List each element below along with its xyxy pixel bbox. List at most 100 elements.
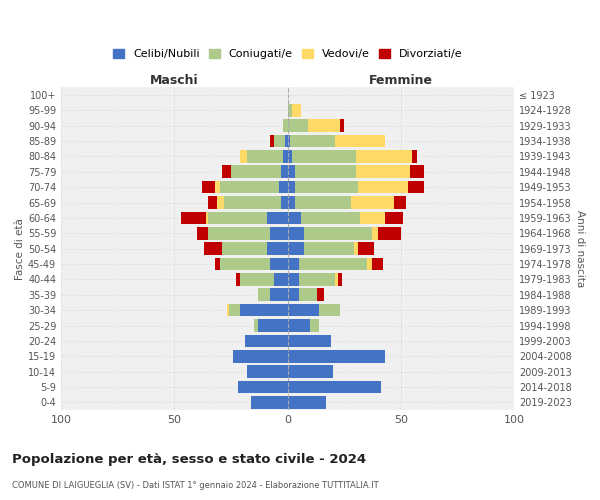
Bar bbox=[299, 258, 367, 270]
Bar bbox=[288, 134, 290, 147]
Bar bbox=[351, 196, 394, 209]
Y-axis label: Fasce di età: Fasce di età bbox=[15, 218, 25, 280]
Bar bbox=[288, 320, 310, 332]
Bar bbox=[356, 150, 412, 162]
Bar bbox=[288, 181, 295, 194]
Bar bbox=[208, 212, 268, 224]
Bar bbox=[247, 150, 283, 162]
Bar bbox=[288, 396, 326, 409]
Bar bbox=[288, 227, 304, 239]
Bar bbox=[288, 381, 381, 394]
Bar bbox=[295, 181, 358, 194]
Bar bbox=[371, 227, 379, 239]
Bar bbox=[288, 334, 331, 347]
Bar bbox=[269, 258, 288, 270]
Bar bbox=[229, 304, 240, 316]
Bar bbox=[206, 212, 208, 224]
Bar bbox=[286, 134, 288, 147]
Bar bbox=[310, 320, 319, 332]
Bar bbox=[288, 304, 319, 316]
Bar bbox=[304, 242, 353, 255]
Bar bbox=[222, 166, 231, 178]
Bar bbox=[245, 334, 288, 347]
Bar bbox=[353, 242, 358, 255]
Bar bbox=[335, 134, 385, 147]
Text: Maschi: Maschi bbox=[150, 74, 199, 87]
Bar bbox=[288, 166, 295, 178]
Bar bbox=[288, 242, 304, 255]
Bar bbox=[231, 166, 281, 178]
Bar bbox=[295, 196, 351, 209]
Bar bbox=[278, 181, 288, 194]
Bar bbox=[410, 166, 424, 178]
Y-axis label: Anni di nascita: Anni di nascita bbox=[575, 210, 585, 288]
Bar bbox=[283, 120, 288, 132]
Bar bbox=[356, 166, 410, 178]
Bar bbox=[247, 366, 288, 378]
Bar bbox=[317, 288, 324, 301]
Bar bbox=[220, 258, 269, 270]
Bar bbox=[292, 104, 301, 117]
Bar bbox=[295, 166, 356, 178]
Bar bbox=[367, 258, 371, 270]
Bar bbox=[217, 196, 224, 209]
Bar bbox=[202, 181, 215, 194]
Bar bbox=[288, 212, 301, 224]
Bar bbox=[240, 304, 288, 316]
Bar bbox=[288, 366, 333, 378]
Text: Popolazione per età, sesso e stato civile - 2024: Popolazione per età, sesso e stato civil… bbox=[12, 452, 366, 466]
Bar bbox=[215, 258, 220, 270]
Bar bbox=[281, 166, 288, 178]
Bar bbox=[292, 150, 356, 162]
Bar bbox=[290, 134, 335, 147]
Bar bbox=[240, 273, 274, 285]
Bar bbox=[288, 258, 299, 270]
Bar bbox=[358, 181, 408, 194]
Bar bbox=[288, 350, 385, 362]
Bar bbox=[236, 273, 240, 285]
Bar bbox=[371, 258, 383, 270]
Bar bbox=[408, 181, 424, 194]
Bar bbox=[269, 134, 274, 147]
Bar bbox=[283, 150, 288, 162]
Bar bbox=[304, 227, 371, 239]
Bar bbox=[254, 320, 258, 332]
Bar bbox=[208, 227, 269, 239]
Bar bbox=[215, 181, 220, 194]
Bar bbox=[288, 196, 295, 209]
Bar bbox=[197, 227, 208, 239]
Bar bbox=[233, 350, 288, 362]
Legend: Celibi/Nubili, Coniugati/e, Vedovi/e, Divorziati/e: Celibi/Nubili, Coniugati/e, Vedovi/e, Di… bbox=[109, 44, 467, 64]
Bar bbox=[385, 212, 403, 224]
Bar bbox=[274, 134, 286, 147]
Bar bbox=[335, 273, 338, 285]
Text: Femmine: Femmine bbox=[369, 74, 433, 87]
Bar bbox=[394, 196, 406, 209]
Bar bbox=[181, 212, 206, 224]
Bar bbox=[299, 273, 335, 285]
Bar bbox=[288, 288, 299, 301]
Bar bbox=[258, 288, 269, 301]
Bar bbox=[269, 227, 288, 239]
Bar bbox=[240, 150, 247, 162]
Bar bbox=[238, 381, 288, 394]
Text: COMUNE DI LAIGUEGLIA (SV) - Dati ISTAT 1° gennaio 2024 - Elaborazione TUTTITALIA: COMUNE DI LAIGUEGLIA (SV) - Dati ISTAT 1… bbox=[12, 481, 379, 490]
Bar bbox=[412, 150, 417, 162]
Bar bbox=[340, 120, 344, 132]
Bar bbox=[269, 288, 288, 301]
Bar bbox=[208, 196, 217, 209]
Bar bbox=[288, 273, 299, 285]
Bar bbox=[204, 242, 222, 255]
Bar bbox=[319, 304, 340, 316]
Bar bbox=[288, 104, 292, 117]
Bar bbox=[299, 288, 317, 301]
Bar bbox=[308, 120, 340, 132]
Bar bbox=[281, 196, 288, 209]
Bar bbox=[288, 150, 292, 162]
Bar bbox=[224, 196, 281, 209]
Bar bbox=[220, 181, 278, 194]
Bar bbox=[288, 120, 308, 132]
Bar bbox=[361, 212, 385, 224]
Bar bbox=[379, 227, 401, 239]
Bar bbox=[222, 242, 268, 255]
